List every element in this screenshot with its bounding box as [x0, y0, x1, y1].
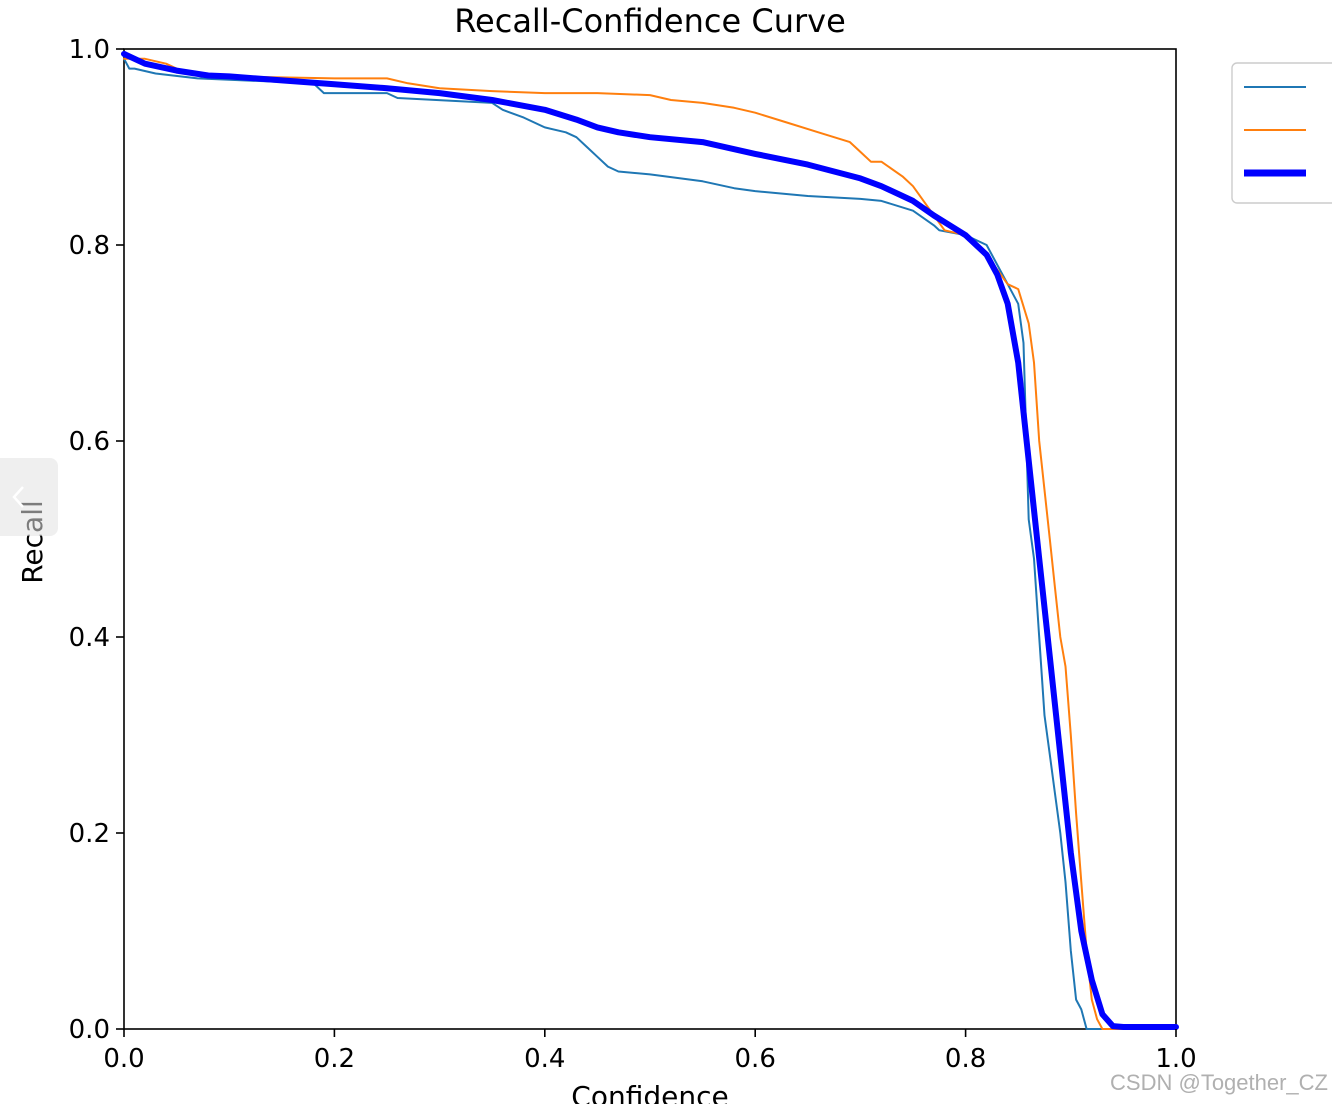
watermark: CSDN @Together_CZ	[1110, 1070, 1328, 1095]
x-tick-label: 0.0	[103, 1044, 144, 1074]
series-line-0	[123, 57, 1177, 1030]
x-tick-label: 0.8	[945, 1044, 986, 1074]
legend	[1231, 62, 1332, 204]
y-tick-label: 0.0	[69, 1015, 110, 1045]
x-tick-label: 0.6	[735, 1044, 776, 1074]
x-tick-label: 0.4	[524, 1044, 565, 1074]
y-axis-ticks: 0.0 0.2 0.4 0.6 0.8 1.0	[69, 35, 124, 1045]
x-tick-label: 1.0	[1155, 1044, 1196, 1074]
x-axis-label: Confidence	[571, 1080, 728, 1104]
y-tick-label: 1.0	[69, 35, 110, 65]
chart-title: Recall-Confidence Curve	[454, 2, 846, 40]
x-tick-label: 0.2	[314, 1044, 355, 1074]
series-line-2	[121, 50, 1179, 1030]
x-axis-ticks: 0.0 0.2 0.4 0.6 0.8 1.0	[103, 1029, 1197, 1074]
legend-entries	[1244, 86, 1306, 177]
y-tick-label: 0.2	[69, 819, 110, 849]
legend-frame	[1231, 62, 1332, 204]
series-line-1	[123, 57, 1177, 1030]
plot-frame	[123, 48, 1177, 1030]
chevron-left-icon	[12, 486, 24, 508]
y-tick-label: 0.8	[69, 231, 110, 261]
collapse-side-tab[interactable]	[0, 458, 58, 536]
y-tick-label: 0.4	[69, 623, 110, 653]
plot-area	[121, 48, 1179, 1030]
y-tick-label: 0.6	[69, 427, 110, 457]
series-layer	[121, 50, 1179, 1030]
